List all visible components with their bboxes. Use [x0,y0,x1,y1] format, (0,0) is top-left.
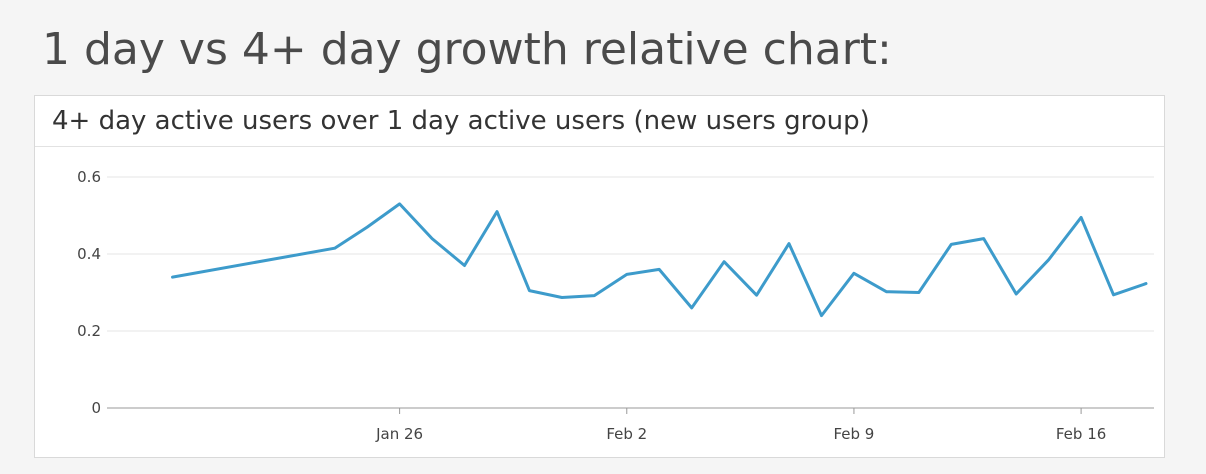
panel-title: 4+ day active users over 1 day active us… [52,106,870,136]
x-tick-label: Feb 16 [1056,425,1106,443]
y-tick-label: 0.4 [77,245,101,263]
line-chart: 0 0.2 0.4 0.6 Jan 26 Feb 2 Feb 9 Feb 16 [77,168,1154,443]
y-tick-label: 0.2 [77,322,101,340]
x-tick-label: Feb 9 [833,425,874,443]
chart-panel: 4+ day active users over 1 day active us… [34,95,1165,458]
x-tick-label: Jan 26 [375,425,423,443]
y-tick-label: 0.6 [77,168,101,186]
series-line [171,202,1148,318]
page-title: 1 day vs 4+ day growth relative chart: [42,24,892,75]
x-tick-label: Feb 2 [606,425,647,443]
y-tick-label: 0 [91,399,101,417]
panel-header: 4+ day active users over 1 day active us… [35,96,1164,147]
